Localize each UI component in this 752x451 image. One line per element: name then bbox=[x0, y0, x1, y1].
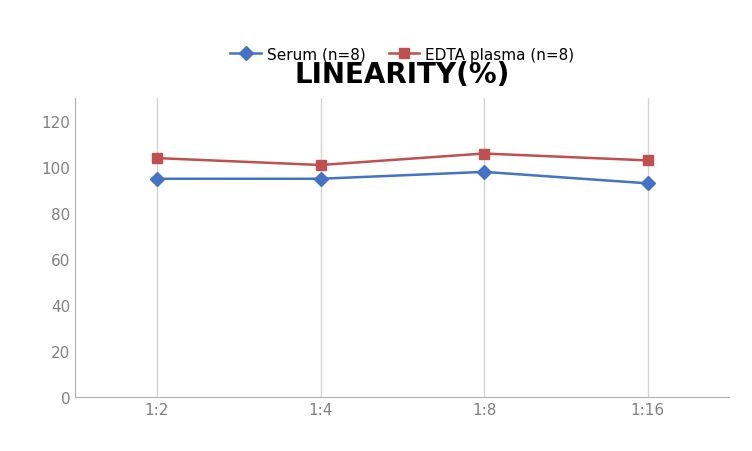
Serum (n=8) bbox=[316, 177, 325, 182]
Serum (n=8) bbox=[480, 170, 489, 175]
Legend: Serum (n=8), EDTA plasma (n=8): Serum (n=8), EDTA plasma (n=8) bbox=[224, 41, 581, 69]
EDTA plasma (n=8) bbox=[643, 158, 652, 164]
Line: EDTA plasma (n=8): EDTA plasma (n=8) bbox=[152, 149, 653, 170]
Title: LINEARITY(%): LINEARITY(%) bbox=[295, 60, 510, 88]
EDTA plasma (n=8) bbox=[153, 156, 162, 161]
Serum (n=8) bbox=[643, 181, 652, 187]
EDTA plasma (n=8) bbox=[316, 163, 325, 168]
Serum (n=8) bbox=[153, 177, 162, 182]
Line: Serum (n=8): Serum (n=8) bbox=[152, 168, 653, 189]
EDTA plasma (n=8) bbox=[480, 152, 489, 157]
